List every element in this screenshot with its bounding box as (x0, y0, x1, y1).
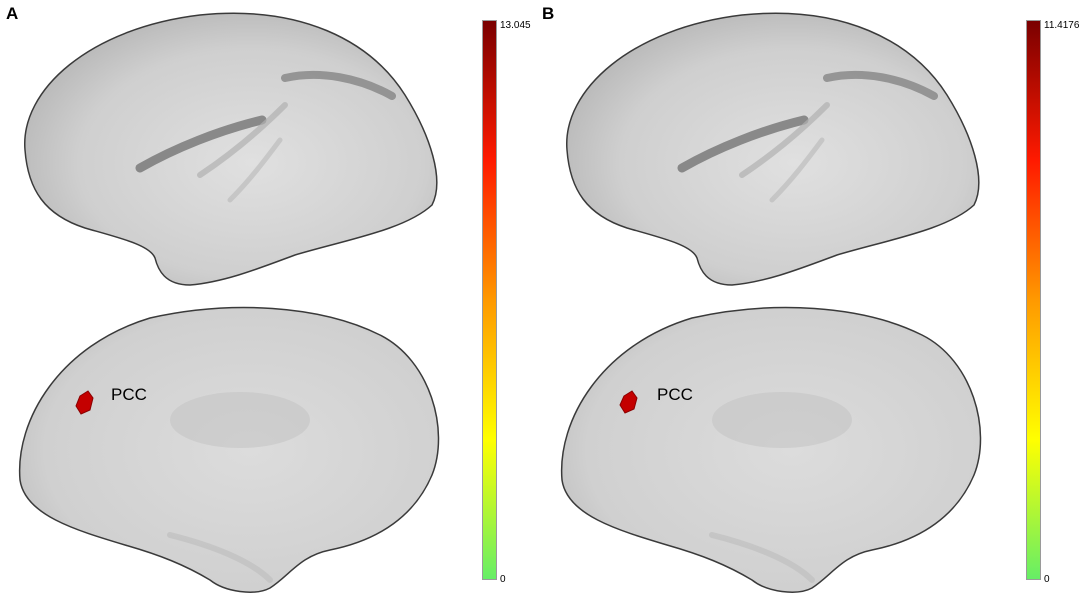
colorbar-gradient (483, 21, 496, 579)
lateral-brain-view (566, 12, 980, 286)
panel-a: A PCC 13.045 0 (6, 4, 531, 593)
pcc-activation-blob (75, 390, 94, 415)
colorbar (482, 20, 497, 580)
panel-letter: B (542, 4, 555, 23)
region-label-pcc: PCC (111, 385, 147, 404)
colorbar-min-label: 0 (1044, 574, 1050, 585)
panel-letter: A (6, 4, 19, 23)
region-label-pcc: PCC (657, 385, 693, 404)
medial-brain-view (560, 306, 982, 593)
lateral-brain-view (24, 12, 438, 286)
pcc-activation-blob (619, 390, 638, 414)
colorbar-gradient (1027, 21, 1040, 579)
colorbar (1026, 20, 1041, 580)
colorbar-min-label: 0 (500, 574, 506, 585)
medial-brain-view (18, 306, 440, 593)
brain-surfaces (560, 12, 982, 593)
panel-b: B PCC 11.4176 0 (542, 0, 1084, 601)
colorbar-max-label: 13.045 (500, 20, 531, 31)
brain-surfaces (18, 12, 440, 593)
colorbar-max-label: 11.4176 (1044, 20, 1080, 31)
